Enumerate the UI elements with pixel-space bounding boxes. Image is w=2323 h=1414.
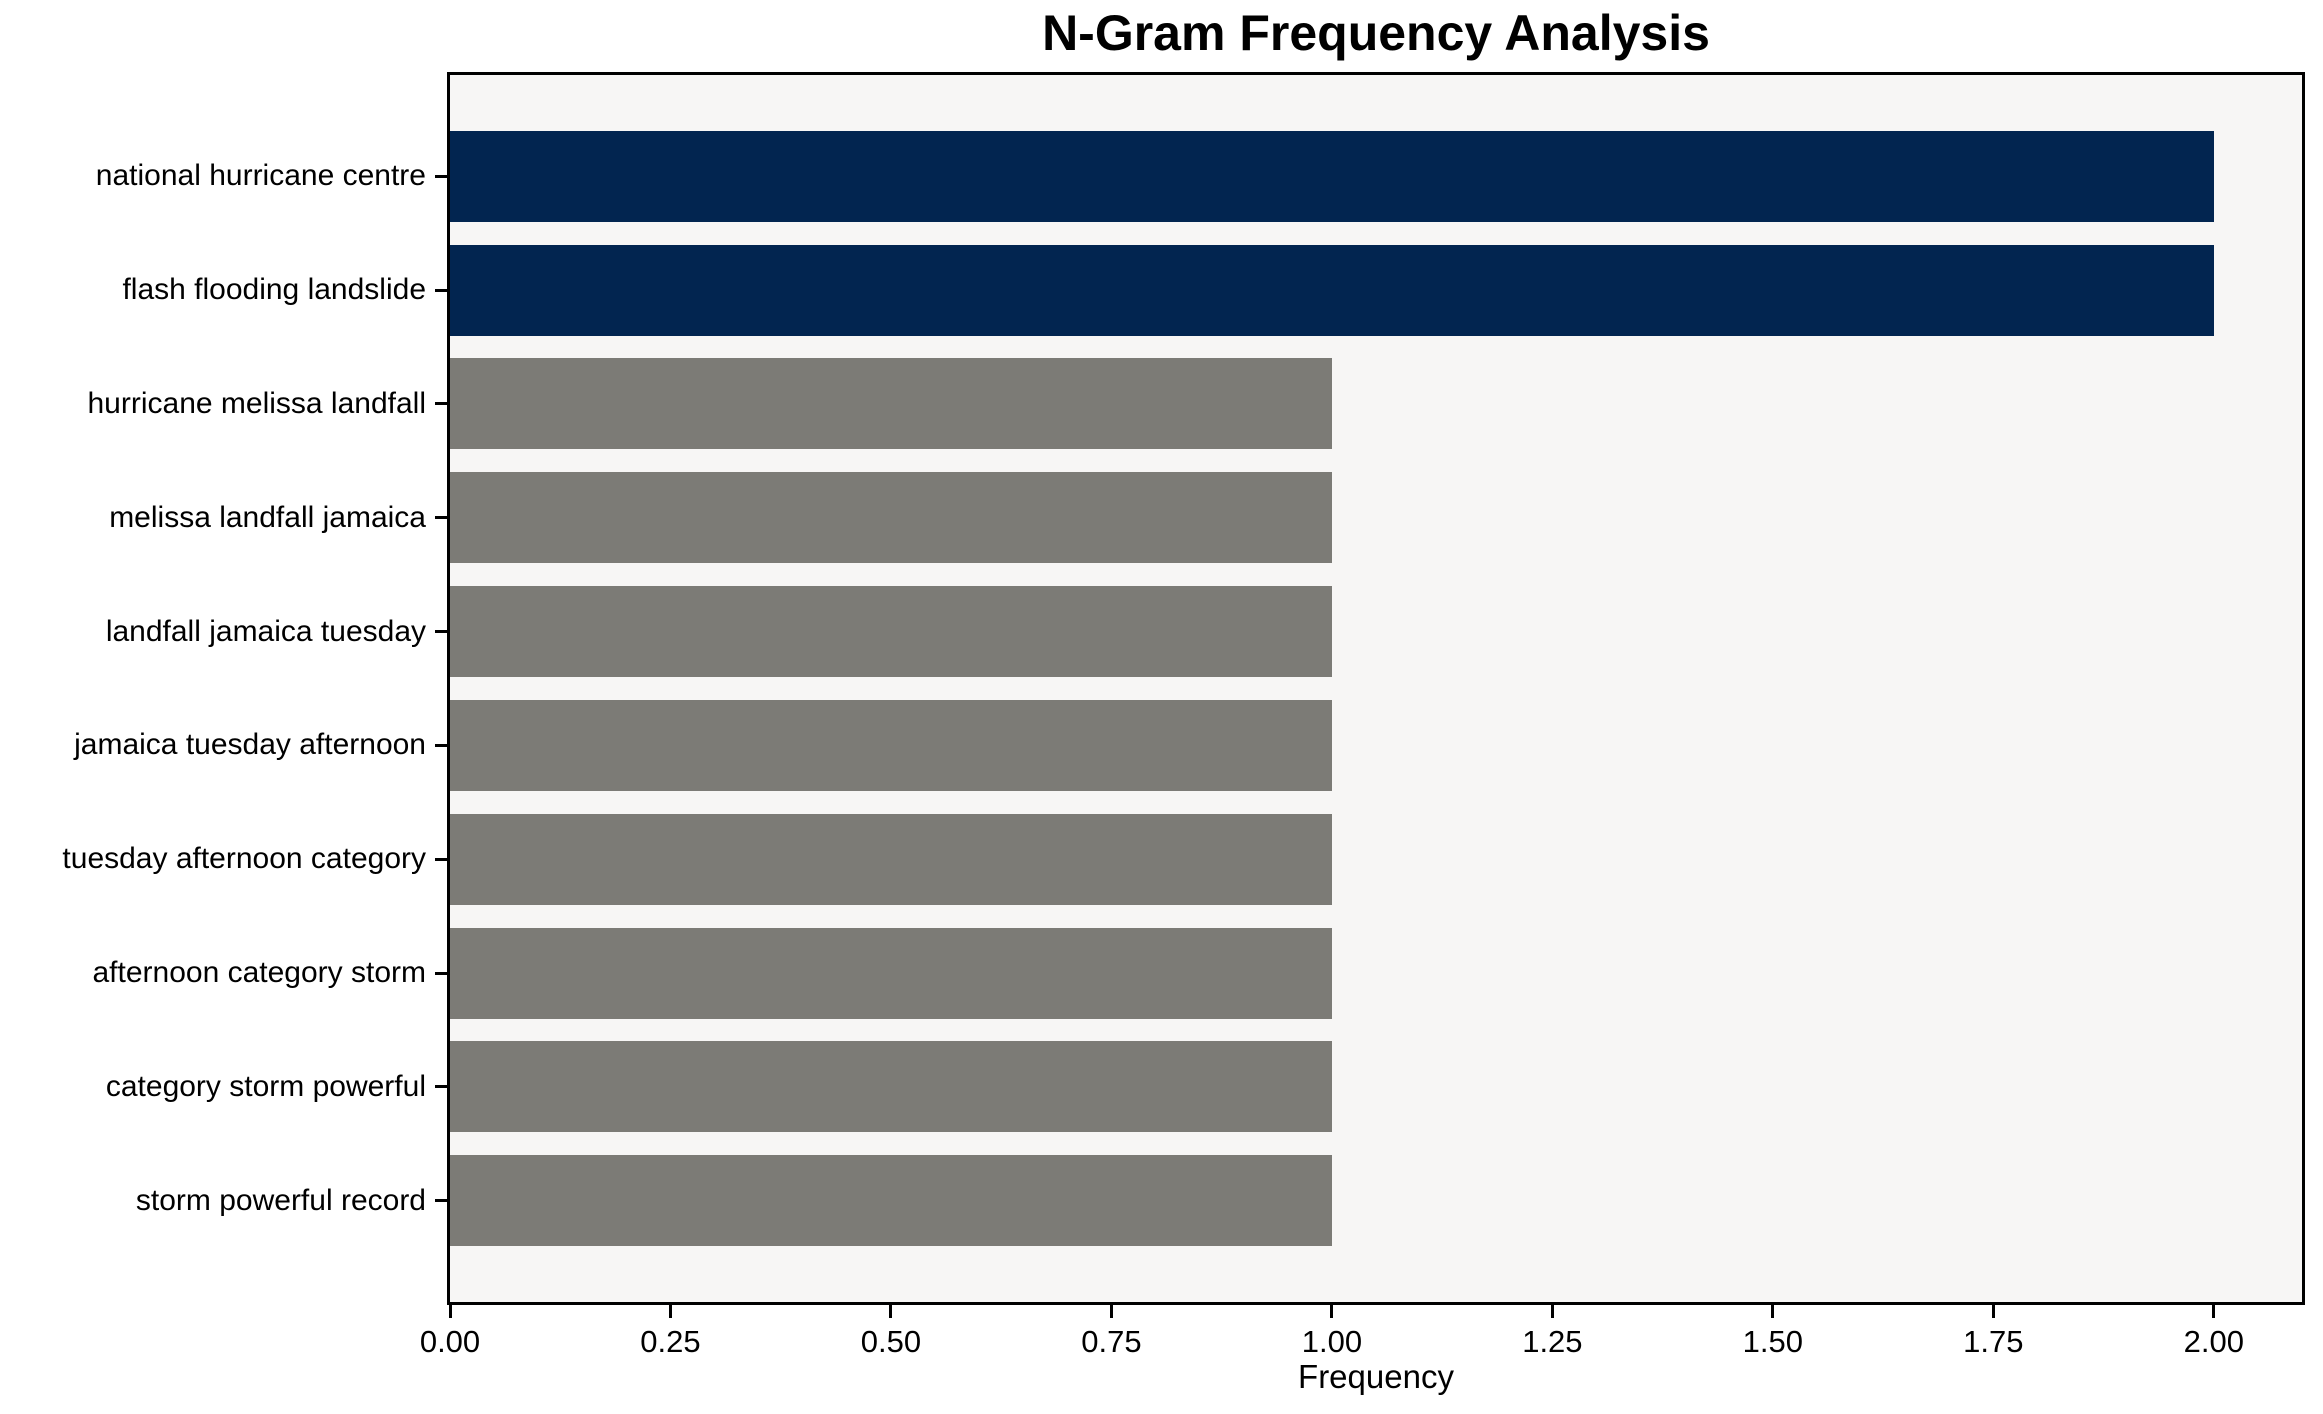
y-tick-label: landfall jamaica tuesday (105, 614, 426, 648)
y-tick-label: flash flooding landslide (122, 273, 426, 307)
bar-tuesday-afternoon-category (450, 813, 1332, 905)
x-tick-label: 0.50 (860, 1324, 922, 1359)
y-tick-label: melissa landfall jamaica (109, 500, 426, 534)
x-tick (668, 1305, 672, 1318)
x-tick (1991, 1305, 1995, 1318)
bar-melissa-landfall-jamaica (450, 472, 1332, 564)
y-tick-label: jamaica tuesday afternoon (74, 728, 426, 762)
bar-hurricane-melissa-landfall (450, 358, 1332, 450)
x-tick (448, 1305, 452, 1318)
x-tick-label: 0.00 (419, 1324, 481, 1359)
x-tick (2212, 1305, 2216, 1318)
bar-storm-powerful-record (450, 1155, 1332, 1247)
y-tick (435, 857, 447, 861)
bar-flash-flooding-landslide (450, 244, 2214, 336)
y-tick (435, 288, 447, 292)
x-tick (889, 1305, 893, 1318)
y-tick (435, 743, 447, 747)
x-tick (1550, 1305, 1554, 1318)
y-tick-label: national hurricane centre (95, 159, 426, 193)
y-tick (435, 630, 447, 634)
bar-landfall-jamaica-tuesday (450, 586, 1332, 678)
y-tick (435, 516, 447, 520)
y-tick (435, 1199, 447, 1203)
y-tick (435, 402, 447, 406)
y-tick-label: category storm powerful (105, 1069, 426, 1103)
x-tick-label: 2.00 (2183, 1324, 2244, 1359)
bar-category-storm-powerful (450, 1041, 1332, 1133)
y-tick-label: afternoon category storm (92, 956, 426, 990)
x-tick-label: 1.75 (1963, 1324, 2024, 1359)
x-tick (1330, 1305, 1334, 1318)
bar-national-hurricane-centre (450, 130, 2214, 222)
chart-title: N-Gram Frequency Analysis (1042, 5, 1710, 61)
plot-area: national hurricane centre flash flooding … (62, 72, 2305, 1357)
bar-afternoon-category-storm (450, 927, 1332, 1019)
y-tick (435, 971, 447, 975)
y-tick-label: tuesday afternoon category (62, 842, 426, 876)
y-tick (435, 1085, 447, 1089)
x-tick-label: 0.25 (640, 1324, 701, 1359)
x-axis-label: Frequency (1298, 1358, 1454, 1395)
x-tick-label: 0.75 (1081, 1324, 1142, 1359)
x-tick (1109, 1305, 1113, 1318)
y-tick (435, 174, 447, 178)
x-tick-label: 1.25 (1522, 1324, 1583, 1359)
y-tick-label: hurricane melissa landfall (87, 386, 427, 420)
x-tick-label: 1.00 (1301, 1324, 1363, 1359)
x-tick-label: 1.50 (1742, 1324, 1804, 1359)
bar-jamaica-tuesday-afternoon (450, 699, 1332, 791)
x-tick (1771, 1305, 1775, 1318)
y-tick-label: storm powerful record (135, 1183, 426, 1217)
